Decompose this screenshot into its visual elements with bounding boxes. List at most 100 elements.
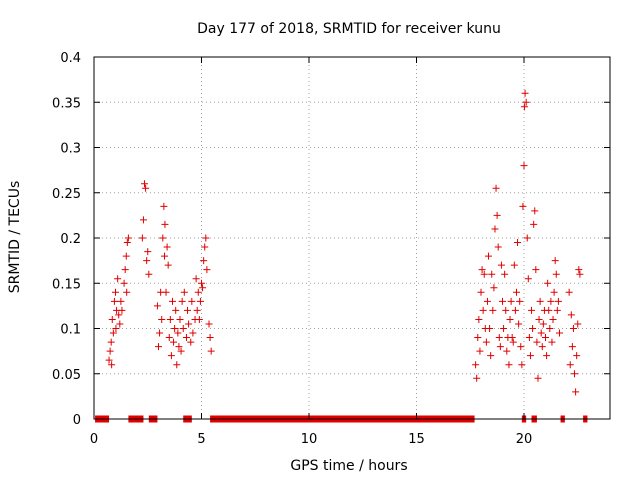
- data-point: [184, 306, 192, 314]
- data-point: [520, 103, 528, 111]
- data-point: [538, 343, 546, 351]
- data-point: [493, 211, 501, 219]
- data-point: [553, 306, 561, 314]
- data-point: [576, 270, 584, 278]
- data-point: [164, 261, 172, 269]
- data-point: [547, 297, 555, 305]
- data-point: [533, 338, 541, 346]
- data-point: [117, 297, 125, 305]
- data-points: [105, 89, 584, 396]
- y-tick-label: 0.25: [52, 187, 81, 202]
- axis-tick-labels: 0 0.05 0.1 0.15 0.2 0.25 0.3 0.35 0.4 0 5 10 15 20: [52, 51, 532, 447]
- data-point: [491, 225, 499, 233]
- data-point: [531, 207, 539, 215]
- data-point: [143, 257, 151, 265]
- data-point: [193, 306, 201, 314]
- data-point: [549, 315, 557, 323]
- data-point: [158, 315, 166, 323]
- data-point: [505, 361, 513, 369]
- data-point: [575, 266, 583, 274]
- data-point: [523, 234, 531, 242]
- data-point: [552, 270, 560, 278]
- data-point: [478, 266, 486, 274]
- y-tick-label: 0.1: [60, 323, 81, 338]
- data-point: [200, 257, 208, 265]
- data-point: [522, 98, 530, 106]
- data-point: [482, 338, 490, 346]
- data-point: [114, 275, 122, 283]
- data-point: [502, 306, 510, 314]
- data-point: [490, 284, 498, 292]
- data-point: [500, 325, 508, 332]
- data-point: [207, 347, 215, 355]
- data-point: [206, 334, 214, 342]
- data-point: [508, 334, 516, 342]
- data-point: [188, 297, 196, 305]
- data-point: [539, 320, 547, 328]
- data-point: [195, 315, 203, 323]
- data-point: [199, 284, 207, 292]
- data-point: [506, 315, 514, 323]
- data-point: [170, 338, 178, 346]
- data-point: [495, 334, 503, 342]
- data-point: [185, 320, 193, 328]
- data-point: [572, 388, 580, 396]
- data-point: [189, 329, 197, 337]
- data-point: [489, 306, 497, 314]
- data-point: [546, 325, 554, 332]
- data-point: [105, 356, 113, 364]
- data-point: [492, 184, 500, 192]
- data-point: [501, 270, 509, 278]
- data-point: [106, 347, 114, 355]
- data-point: [141, 180, 149, 188]
- data-point: [172, 306, 180, 314]
- y-tick-label: 0.4: [60, 51, 81, 66]
- data-point: [155, 343, 162, 351]
- data-point: [526, 352, 534, 360]
- data-point: [487, 352, 495, 360]
- data-point: [473, 374, 481, 382]
- data-point: [511, 306, 519, 314]
- data-point: [475, 315, 483, 323]
- data-point: [507, 297, 515, 305]
- data-point: [483, 297, 491, 305]
- data-point: [194, 288, 202, 296]
- data-point: [521, 89, 529, 97]
- data-point: [520, 162, 528, 170]
- data-point: [518, 361, 526, 369]
- data-point: [529, 325, 537, 332]
- data-point: [176, 315, 184, 323]
- data-point: [153, 302, 161, 310]
- data-point: [535, 315, 543, 323]
- y-tick-label: 0.2: [60, 232, 81, 247]
- data-point: [160, 202, 168, 210]
- data-point: [569, 325, 577, 332]
- axis-ticks: [93, 56, 610, 420]
- data-point: [108, 315, 116, 323]
- data-point: [180, 288, 188, 296]
- data-point: [510, 261, 518, 269]
- data-point: [545, 306, 553, 314]
- data-point: [145, 270, 153, 278]
- data-point: [524, 275, 532, 283]
- data-point: [573, 352, 581, 360]
- x-tick-label: 10: [301, 432, 318, 447]
- plot-frame: [93, 56, 611, 420]
- data-point: [551, 257, 559, 265]
- data-point: [494, 243, 502, 251]
- data-point: [198, 279, 205, 287]
- data-point: [509, 338, 517, 346]
- data-point: [536, 297, 544, 305]
- data-point: [167, 352, 175, 360]
- y-axis-label: SRMTID / TECUs: [7, 181, 23, 294]
- data-point: [107, 338, 115, 346]
- y-tick-label: 0.3: [60, 142, 81, 157]
- data-point: [565, 288, 573, 296]
- data-point: [550, 288, 558, 296]
- data-point: [110, 297, 118, 305]
- data-point: [175, 343, 183, 351]
- data-point: [196, 297, 204, 305]
- data-point: [112, 325, 120, 332]
- y-tick-label: 0.35: [52, 96, 81, 111]
